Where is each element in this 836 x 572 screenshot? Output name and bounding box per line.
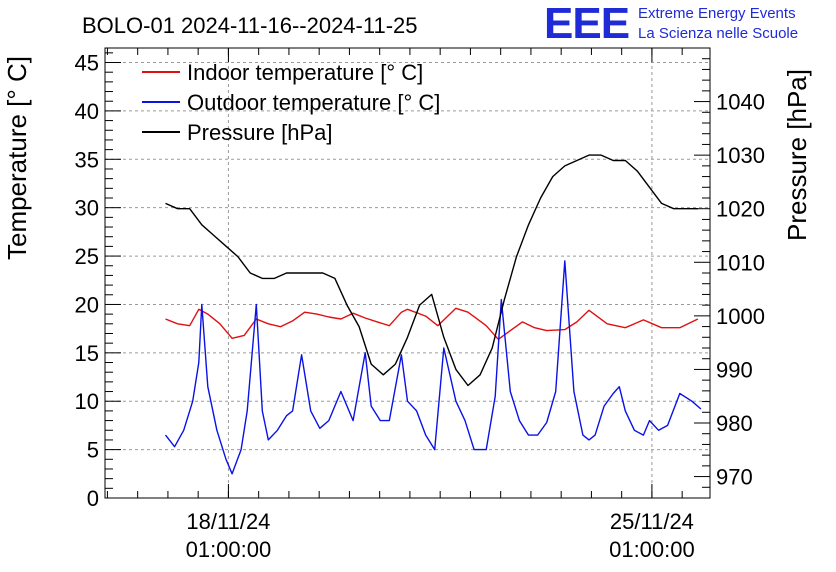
y-tick-label: 5	[87, 438, 99, 463]
y-axis-label: Temperature [° C]	[2, 56, 32, 260]
y2-tick-label: 1010	[716, 250, 765, 275]
axes-layer: 0 5 10 15 20 25 30 35 40 45 970 980 990 1000 1010 1020 1…	[75, 47, 765, 562]
series-layer	[164, 154, 702, 475]
x-tick-label-time: 01:00:00	[186, 537, 272, 562]
x-tick-label-date: 18/11/24	[186, 509, 270, 534]
legend-label-1: Outdoor temperature [° C]	[187, 90, 440, 115]
eee-logo-mark: EEE	[544, 0, 630, 48]
y-tick-label: 40	[75, 99, 99, 124]
logo-line-2: La Scienza nelle Scuole	[638, 25, 799, 42]
y2-tick-label: 980	[716, 411, 753, 436]
y-tick-label: 10	[75, 389, 99, 414]
y-tick-label: 35	[75, 147, 99, 172]
chart-title: BOLO-01 2024-11-16--2024-11-25	[82, 13, 418, 38]
y2-tick-label: 1030	[716, 143, 765, 168]
logo-line-1: Extreme Energy Events	[638, 5, 796, 22]
series-line-1	[164, 260, 702, 475]
y2-tick-label: 1000	[716, 304, 765, 329]
y2-axis-label: Pressure [hPa]	[782, 69, 812, 241]
y-tick-label: 25	[75, 244, 99, 269]
series-line-2	[165, 154, 698, 387]
series-line-0	[165, 307, 699, 340]
legend: Indoor temperature [° C] Outdoor temperat…	[142, 60, 440, 145]
legend-label-0: Indoor temperature [° C]	[187, 60, 423, 85]
x-tick-label-time: 01:00:00	[609, 537, 695, 562]
y2-tick-label: 990	[716, 357, 753, 382]
y-tick-label: 20	[75, 292, 99, 317]
y-tick-label: 0	[87, 486, 99, 511]
eee-logo: EEE Extreme Energy Events La Scienza nel…	[544, 2, 834, 46]
y2-tick-label: 1020	[716, 197, 765, 222]
y2-tick-label: 1040	[716, 90, 765, 115]
y2-tick-label: 970	[716, 465, 753, 490]
x-tick-label-date: 25/11/24	[610, 509, 694, 534]
y-tick-label: 30	[75, 196, 99, 221]
y-tick-label: 45	[75, 51, 99, 76]
y-tick-label: 15	[75, 341, 99, 366]
legend-label-2: Pressure [hPa]	[187, 120, 333, 145]
